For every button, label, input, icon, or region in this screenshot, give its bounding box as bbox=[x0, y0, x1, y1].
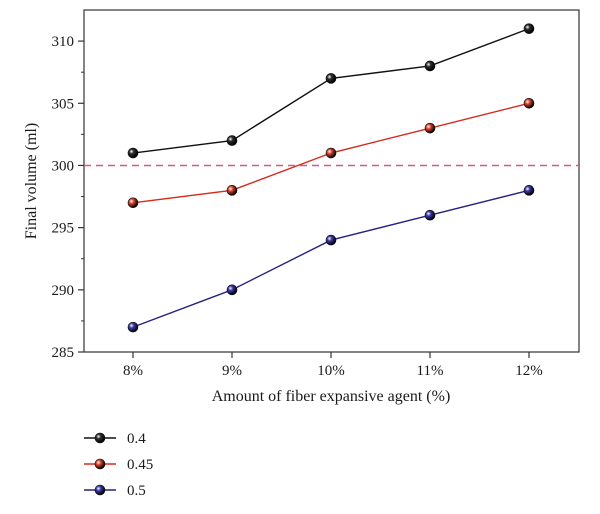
x-tick-label: 9% bbox=[222, 363, 242, 379]
y-axis-title: Final volume (ml) bbox=[23, 123, 40, 239]
legend-marker bbox=[94, 432, 106, 444]
data-point bbox=[424, 60, 436, 72]
data-point bbox=[226, 185, 238, 196]
series-line-0.4 bbox=[132, 27, 530, 154]
data-point bbox=[325, 147, 337, 159]
legend: 0.4 0.45 0.5 bbox=[84, 431, 153, 499]
data-point bbox=[226, 284, 238, 296]
data-point bbox=[127, 321, 139, 333]
x-tick-label: 8% bbox=[123, 363, 143, 379]
data-point bbox=[523, 23, 535, 34]
y-tick-label: 310 bbox=[52, 34, 75, 50]
x-axis-ticks: 8% 9% 10% 11% 12% bbox=[123, 352, 543, 379]
x-tick-label: 10% bbox=[317, 363, 345, 379]
data-point bbox=[127, 197, 139, 209]
series-line-0.5 bbox=[132, 189, 530, 328]
data-point bbox=[424, 209, 436, 221]
series-points bbox=[127, 23, 535, 333]
x-tick-label: 11% bbox=[417, 363, 444, 379]
y-tick-label: 295 bbox=[52, 221, 75, 237]
data-point bbox=[523, 185, 535, 196]
legend-label: 0.4 bbox=[127, 431, 146, 447]
data-point bbox=[424, 122, 436, 134]
legend-label: 0.45 bbox=[127, 457, 153, 473]
y-tick-label: 305 bbox=[52, 96, 75, 112]
y-tick-label: 300 bbox=[52, 158, 75, 174]
x-tick-label: 12% bbox=[515, 363, 543, 379]
plot-frame bbox=[83, 9, 580, 353]
data-point bbox=[325, 234, 337, 246]
plot-area: 285 290 295 300 305 310 8% 9% 10% 11% 12% bbox=[52, 9, 580, 379]
y-tick-label: 290 bbox=[52, 283, 75, 299]
data-point bbox=[226, 135, 238, 146]
x-axis-title: Amount of fiber expansive agent (%) bbox=[212, 388, 451, 405]
data-point bbox=[127, 147, 139, 159]
legend-label: 0.5 bbox=[127, 483, 146, 499]
y-tick-label: 285 bbox=[52, 345, 75, 361]
y-axis-ticks: 285 290 295 300 305 310 bbox=[52, 34, 84, 361]
data-point bbox=[325, 73, 337, 84]
data-point bbox=[523, 97, 535, 109]
legend-marker bbox=[94, 484, 106, 496]
legend-marker bbox=[94, 458, 106, 470]
